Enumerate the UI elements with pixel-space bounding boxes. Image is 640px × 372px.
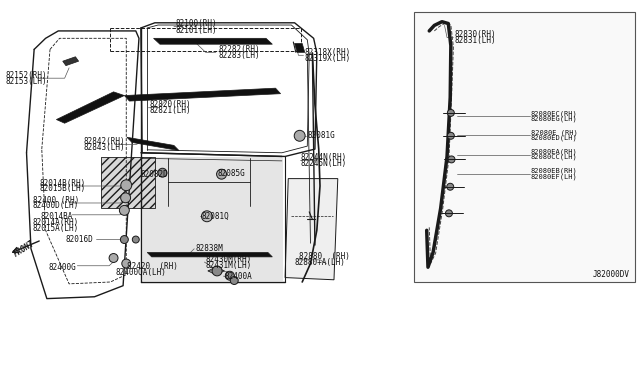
Polygon shape (147, 253, 273, 257)
Text: FRONT: FRONT (12, 239, 37, 259)
Text: 82080E (RH): 82080E (RH) (531, 129, 578, 136)
Text: 82400D(LH): 82400D(LH) (33, 201, 79, 211)
Text: 82430M(RH): 82430M(RH) (205, 255, 252, 264)
Polygon shape (127, 137, 179, 151)
Circle shape (122, 259, 131, 268)
Text: 82830(RH): 82830(RH) (454, 30, 496, 39)
Text: 82014A(RH): 82014A(RH) (33, 218, 79, 227)
Bar (101, 157, 155, 208)
Circle shape (121, 180, 132, 191)
Text: 82831(LH): 82831(LH) (454, 36, 496, 45)
Text: 82014B(RH): 82014B(RH) (39, 179, 86, 187)
Text: 82152(RH): 82152(RH) (6, 71, 47, 80)
Text: 82318X(RH): 82318X(RH) (305, 48, 351, 57)
Circle shape (120, 205, 129, 215)
Text: 82420  (RH): 82420 (RH) (127, 262, 178, 270)
Circle shape (225, 271, 234, 280)
Text: 82100(RH): 82100(RH) (175, 19, 217, 28)
Circle shape (132, 236, 140, 243)
Text: 82319X(LH): 82319X(LH) (305, 54, 351, 63)
Polygon shape (63, 57, 79, 65)
Circle shape (216, 169, 227, 179)
Circle shape (230, 276, 238, 285)
Text: 82283(LH): 82283(LH) (218, 51, 260, 60)
Text: 82843(LH): 82843(LH) (84, 143, 125, 152)
Text: 82080CC(LH): 82080CC(LH) (531, 154, 578, 160)
Text: 82431M(LH): 82431M(LH) (205, 261, 252, 270)
Text: 82153(LH): 82153(LH) (6, 77, 47, 86)
Bar (414, 13, 635, 282)
Text: 82821(LH): 82821(LH) (150, 106, 191, 115)
Text: 82082D: 82082D (141, 170, 168, 179)
Circle shape (447, 132, 454, 139)
Text: 82880  (RH): 82880 (RH) (299, 252, 350, 262)
Text: 82282(RH): 82282(RH) (218, 45, 260, 54)
Text: 82820(RH): 82820(RH) (150, 100, 191, 109)
Text: 82400G: 82400G (48, 263, 76, 272)
Circle shape (109, 254, 118, 263)
Circle shape (212, 266, 222, 276)
Circle shape (448, 156, 455, 163)
Circle shape (202, 211, 212, 222)
Circle shape (121, 193, 131, 203)
Circle shape (447, 183, 454, 190)
Text: 82245N(LH): 82245N(LH) (301, 158, 347, 168)
Text: 82015A(LH): 82015A(LH) (33, 224, 79, 233)
Circle shape (294, 130, 305, 141)
Text: 82016D: 82016D (66, 235, 93, 244)
Circle shape (447, 109, 454, 116)
Text: 82080EF(LH): 82080EF(LH) (531, 173, 578, 180)
Polygon shape (143, 157, 283, 280)
Text: 82015B(LH): 82015B(LH) (39, 185, 86, 193)
Circle shape (445, 210, 452, 217)
Polygon shape (124, 88, 280, 101)
Polygon shape (154, 38, 273, 44)
Text: 82080EC(RH): 82080EC(RH) (531, 110, 578, 117)
Text: 82101(LH): 82101(LH) (175, 26, 217, 35)
Text: 82842(RH): 82842(RH) (84, 137, 125, 146)
Text: 82014BA: 82014BA (40, 212, 73, 221)
Text: J82000DV: J82000DV (593, 270, 630, 279)
Text: 82081G: 82081G (307, 131, 335, 140)
Text: 82400QA(LH): 82400QA(LH) (115, 267, 166, 276)
Polygon shape (285, 179, 338, 280)
Text: 82081Q: 82081Q (201, 212, 229, 221)
Polygon shape (294, 44, 305, 52)
Polygon shape (56, 92, 124, 123)
Text: 82080EA(RH): 82080EA(RH) (531, 149, 578, 155)
Text: 82080EG(LH): 82080EG(LH) (531, 116, 578, 122)
Text: 82400A: 82400A (225, 272, 252, 281)
Text: 82880+A(LH): 82880+A(LH) (294, 258, 346, 267)
Text: 82080EB(RH): 82080EB(RH) (531, 168, 578, 174)
Text: 82400 (RH): 82400 (RH) (33, 196, 79, 205)
Text: 82838M: 82838M (195, 244, 223, 253)
Text: 82085G: 82085G (217, 169, 245, 177)
Text: 82244N(RH): 82244N(RH) (301, 153, 347, 162)
Circle shape (120, 235, 129, 244)
Circle shape (158, 168, 167, 177)
Text: 82080ED(LH): 82080ED(LH) (531, 135, 578, 141)
